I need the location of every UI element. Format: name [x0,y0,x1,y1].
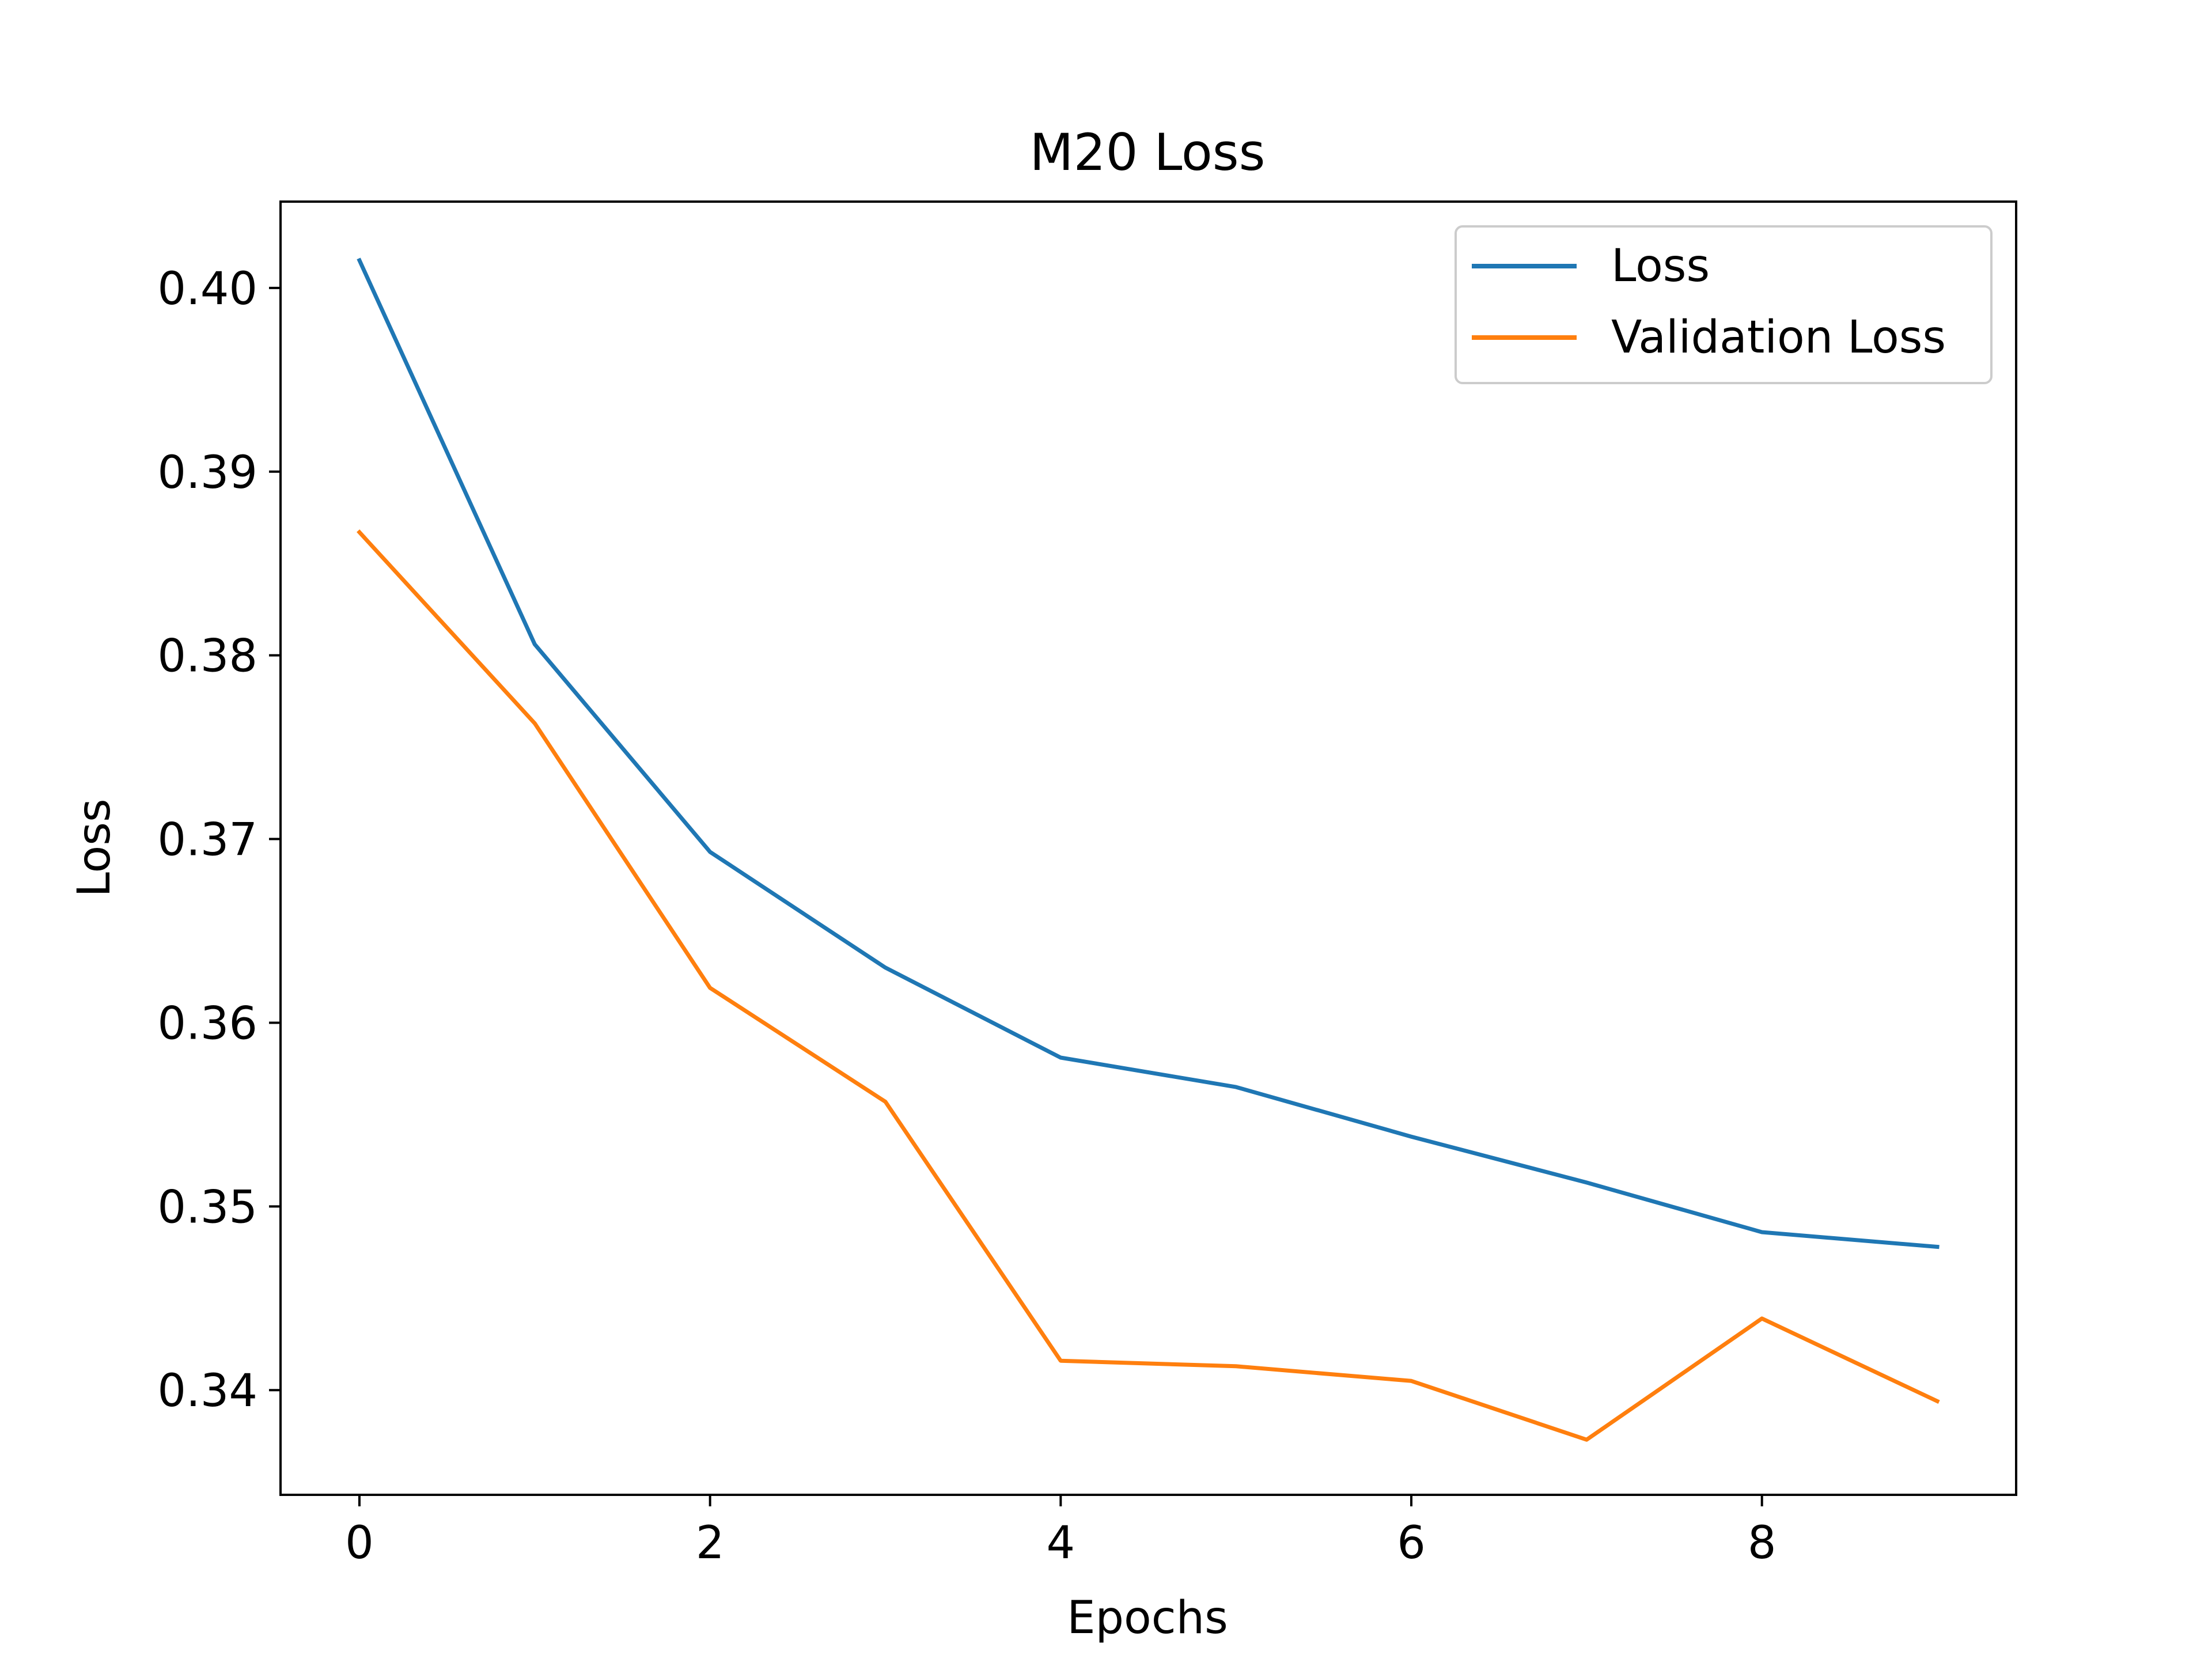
y-tick-label: 0.39 [157,447,257,499]
x-tick-label: 6 [1397,1517,1426,1569]
y-tick-label: 0.38 [157,631,257,683]
x-tick-label: 4 [1047,1517,1075,1569]
x-axis-ticks: 0 2 4 6 8 [345,1495,1777,1569]
y-tick-label: 0.40 [157,263,257,315]
x-axis-label: Epochs [1067,1592,1228,1644]
y-tick-label: 0.35 [157,1181,257,1233]
y-tick-label: 0.37 [157,815,257,866]
y-tick-label: 0.36 [157,998,257,1050]
legend-box [1455,225,1993,384]
legend: Loss Validation Loss [1455,225,1993,384]
series-layer [357,257,1940,1442]
x-tick-label: 2 [696,1517,725,1569]
series-line-validation-loss [357,529,1940,1442]
legend-label-validation-loss: Validation Loss [1611,312,1946,363]
series-line-loss [357,257,1940,1249]
y-tick-label: 0.34 [157,1365,257,1417]
y-axis-ticks: 0.34 0.35 0.36 0.37 0.38 0.39 0.40 [157,263,281,1417]
plot-frame [279,200,2017,1496]
x-tick-label: 8 [1748,1517,1777,1569]
chart-title: M20 Loss [1030,123,1266,182]
y-axis-label: Loss [69,798,120,897]
legend-label-loss: Loss [1611,240,1710,292]
x-tick-label: 0 [345,1517,374,1569]
